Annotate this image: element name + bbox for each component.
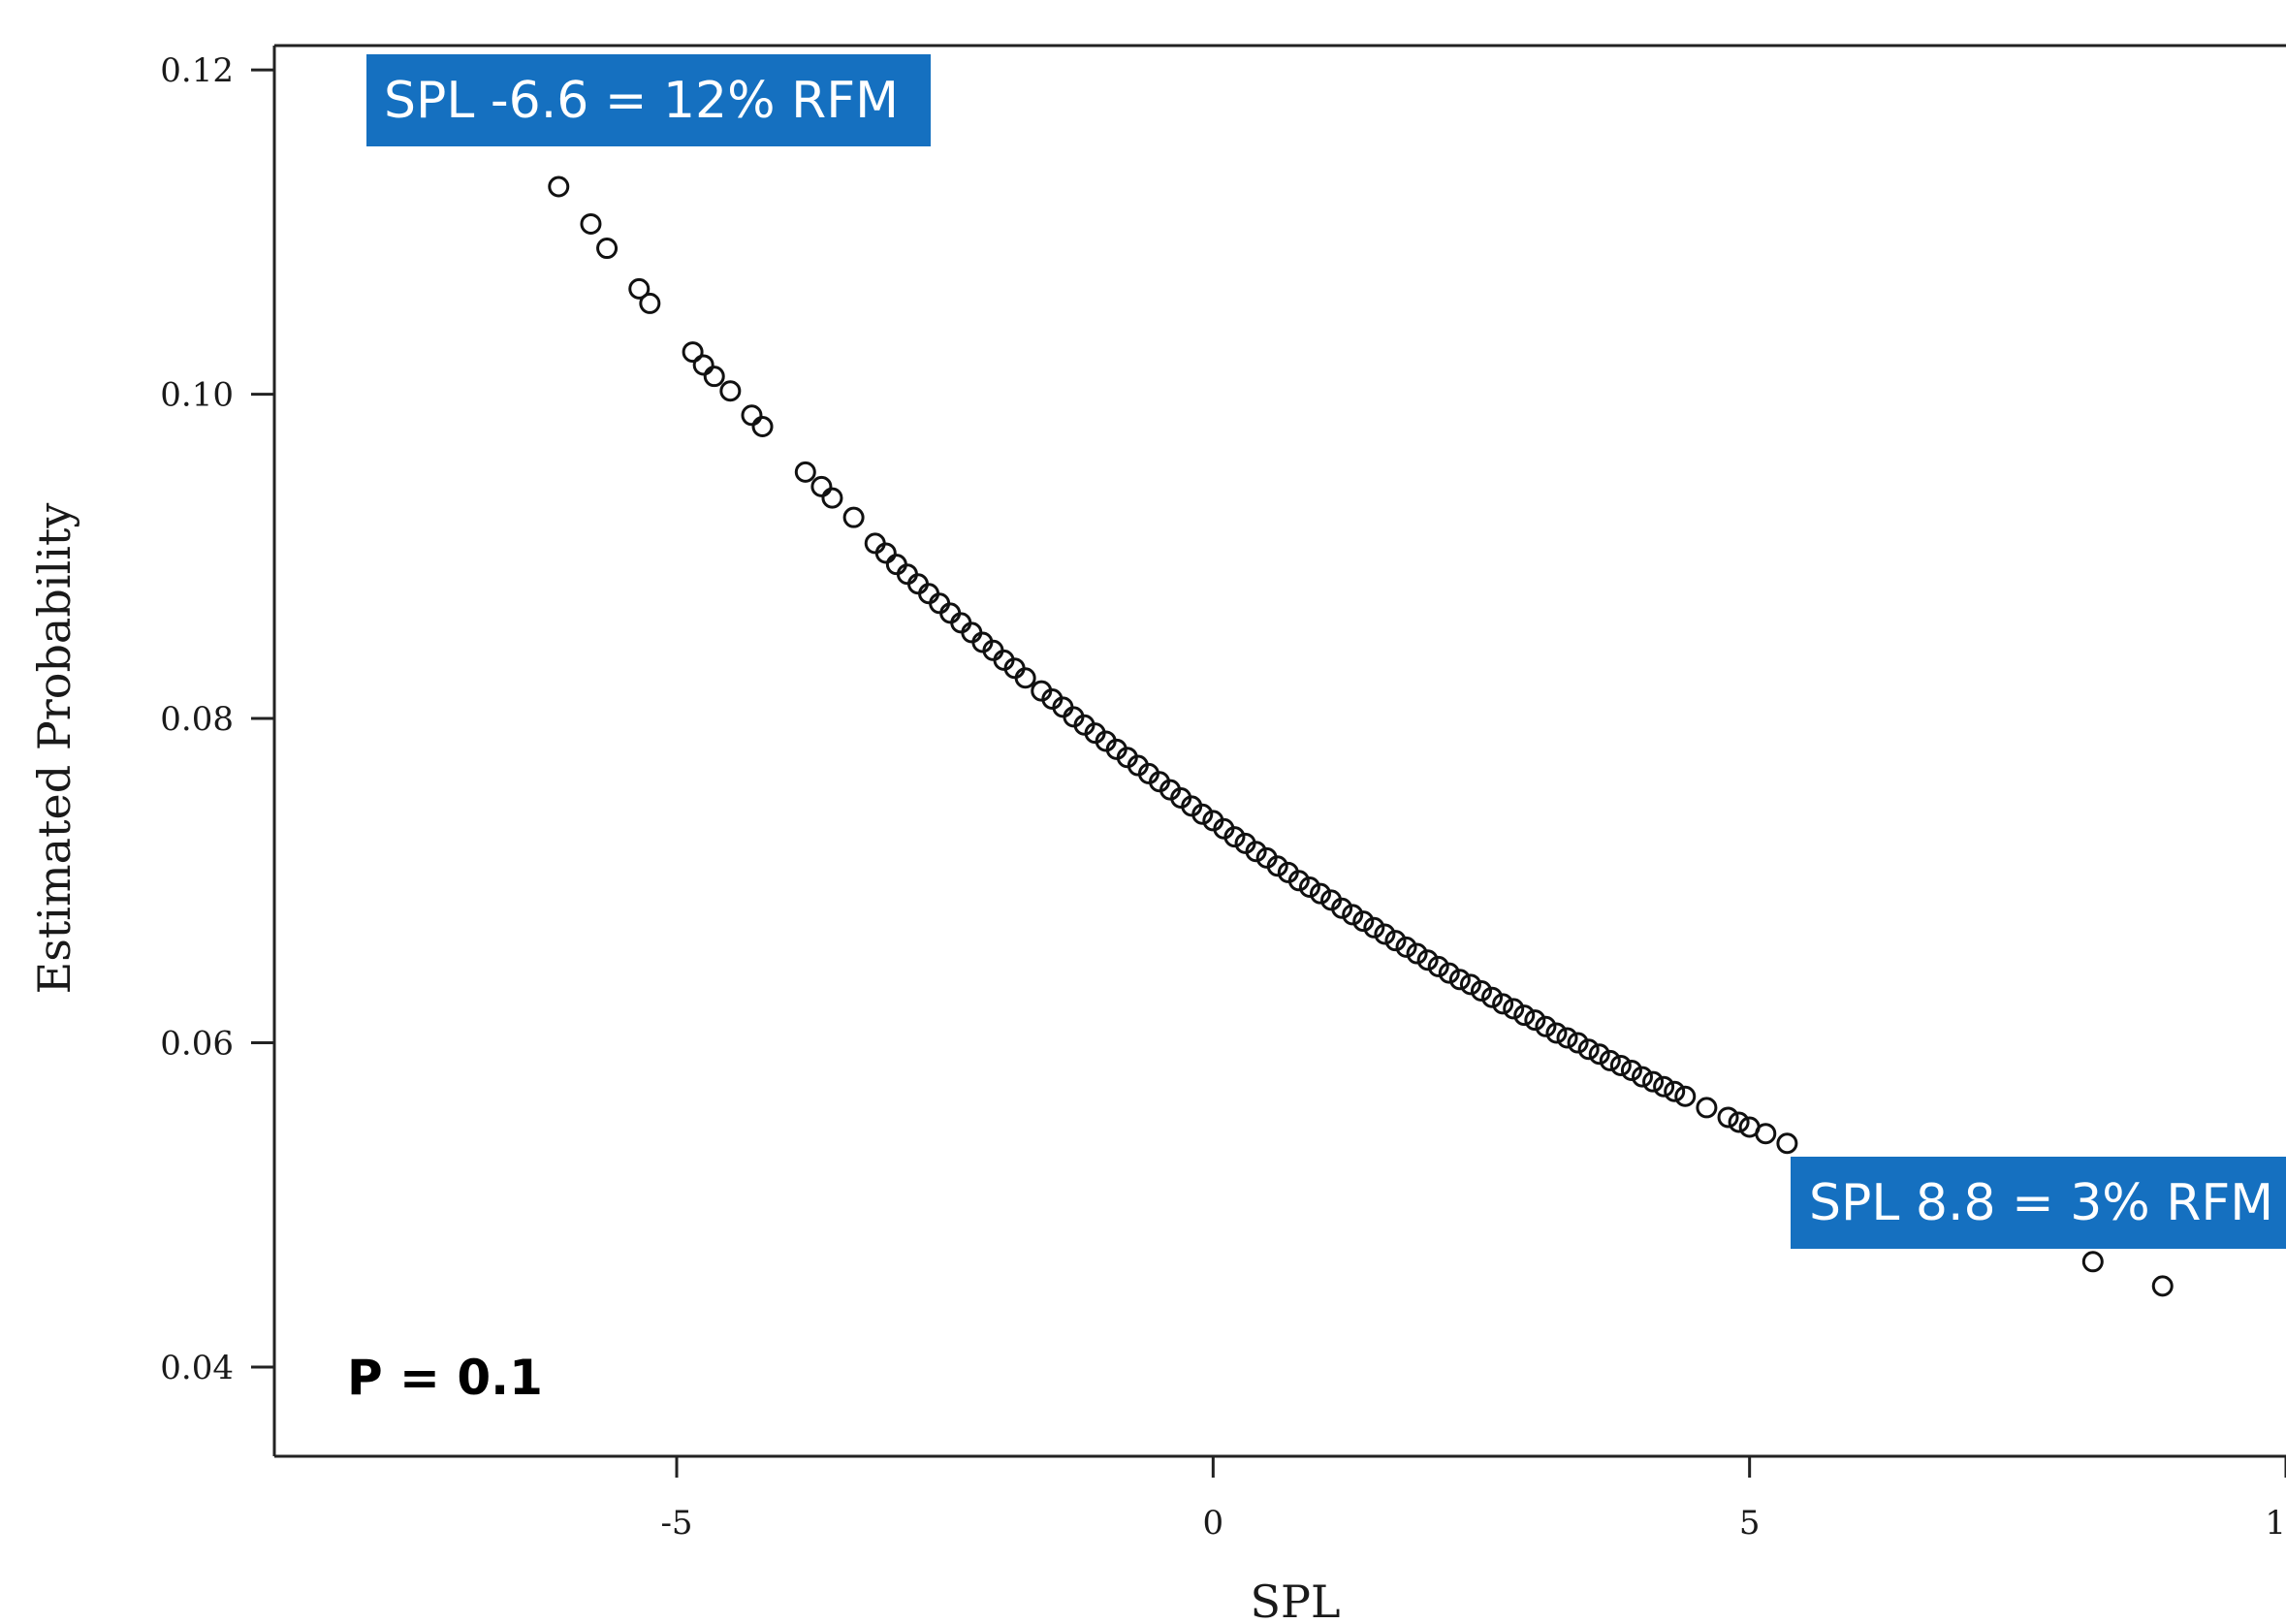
data-point: [1416, 949, 1439, 971]
data-point: [1471, 980, 1492, 1003]
data-point: [821, 487, 843, 509]
data-point: [1545, 1022, 1568, 1044]
y-axis-label: Estimated Probability: [28, 503, 80, 995]
data-point: [1674, 1085, 1697, 1107]
data-point: [1459, 973, 1481, 996]
data-point: [1374, 923, 1396, 945]
data-point: [1395, 936, 1417, 958]
y-tick-label: 0.06: [160, 1025, 234, 1064]
data-point: [1664, 1080, 1686, 1102]
data-point: [794, 461, 816, 483]
data-point: [1524, 1009, 1546, 1032]
y-axis: 0.04 0.06 0.08 0.10 0.12: [160, 51, 274, 1387]
data-point: [682, 341, 704, 364]
callout-high-spl-text: SPL 8.8 = 3% RFM: [1809, 1174, 2273, 1232]
data-point: [1331, 897, 1353, 919]
x-tick-label: -5: [660, 1504, 692, 1543]
y-tick-label: 0.08: [160, 700, 234, 739]
data-point: [1609, 1054, 1632, 1076]
p-value-label: P = 0.1: [347, 1350, 543, 1406]
data-point: [1653, 1075, 1675, 1098]
data-point: [1513, 1004, 1536, 1027]
data-point: [1717, 1106, 1739, 1129]
data-point: [1503, 998, 1525, 1020]
data-point: [1287, 870, 1310, 892]
data-point: [2081, 1251, 2104, 1273]
data-point: [703, 366, 725, 388]
y-tick-label: 0.10: [160, 376, 234, 415]
data-point: [810, 475, 833, 497]
data-point: [1310, 882, 1331, 905]
data-point: [1492, 993, 1514, 1015]
data-point: [628, 277, 651, 300]
data-point: [751, 416, 774, 438]
data-point: [1014, 667, 1036, 689]
data-point: [692, 354, 714, 376]
data-point: [1620, 1059, 1642, 1081]
data-point: [1352, 910, 1375, 933]
data-point: [1223, 826, 1246, 848]
data-points: [493, 108, 2174, 1297]
data-point: [1776, 1132, 1798, 1155]
data-point: [1599, 1049, 1621, 1071]
data-point: [1342, 904, 1364, 926]
data-point: [639, 292, 661, 314]
callout-low-spl: SPL -6.6 = 12% RFM: [366, 54, 931, 146]
data-point: [1556, 1027, 1578, 1049]
callout-low-spl-text: SPL -6.6 = 12% RFM: [384, 72, 899, 130]
data-point: [1588, 1043, 1610, 1066]
data-point: [1363, 916, 1385, 939]
x-axis-label: SPL: [1250, 1576, 1340, 1624]
data-point: [1632, 1066, 1653, 1088]
data-point: [1481, 986, 1504, 1008]
x-tick-label: 0: [1203, 1504, 1224, 1543]
data-point: [842, 506, 865, 528]
y-tick-label: 0.04: [160, 1349, 234, 1387]
data-point: [741, 404, 763, 427]
data-point: [1567, 1032, 1589, 1054]
data-point: [1298, 876, 1320, 898]
data-point: [1577, 1038, 1600, 1061]
data-point: [1266, 855, 1288, 877]
data-point: [874, 542, 897, 564]
data-point: [1406, 942, 1428, 965]
x-axis: -5 0 5 10: [660, 1456, 2286, 1543]
data-point: [719, 380, 742, 402]
data-point: [1696, 1097, 1718, 1119]
data-point: [548, 175, 570, 198]
x-tick-label: 10: [2265, 1504, 2286, 1543]
callout-high-spl: SPL 8.8 = 3% RFM: [1791, 1157, 2286, 1249]
data-point: [596, 238, 619, 260]
data-point: [1755, 1123, 1777, 1145]
data-point: [1535, 1015, 1557, 1037]
data-point: [1642, 1070, 1665, 1093]
x-tick-label: 5: [1739, 1504, 1761, 1543]
data-point: [1427, 955, 1449, 977]
data-point: [1728, 1111, 1750, 1133]
data-point: [1245, 841, 1267, 863]
data-point: [580, 212, 602, 235]
plot-frame: [272, 44, 2286, 1458]
data-point: [1191, 803, 1214, 825]
data-point: [1438, 962, 1460, 984]
data-point: [1448, 969, 1471, 991]
data-point: [2151, 1275, 2174, 1297]
y-tick-label: 0.12: [160, 51, 234, 90]
data-point: [1384, 930, 1407, 952]
